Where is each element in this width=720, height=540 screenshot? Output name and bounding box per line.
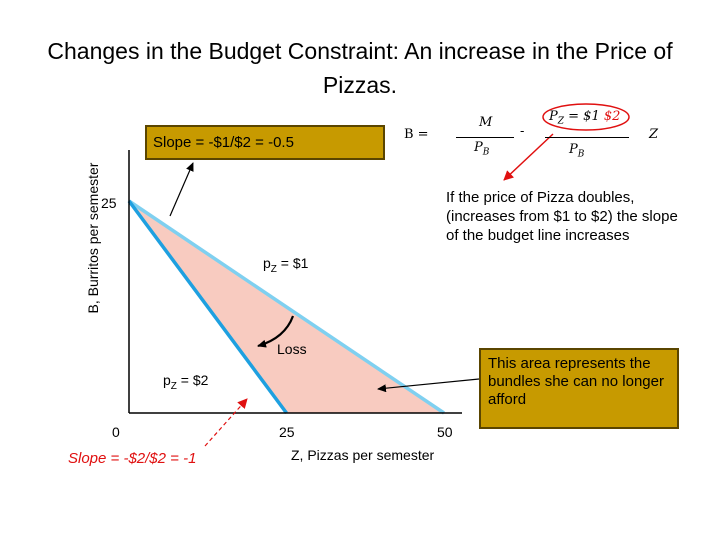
x-tick-50: 50 <box>437 424 453 440</box>
equation-fraction-bar <box>456 137 514 138</box>
equation-variable: Z <box>649 127 659 142</box>
equation-numerator: M <box>479 115 493 130</box>
equation-lhs: B = <box>404 127 429 142</box>
equation-denominator: PB <box>474 140 490 158</box>
x-axis-label: Z, Pizzas per semester <box>291 447 435 463</box>
price-highlight-oval <box>542 103 630 131</box>
equation-price-pizza: PZ = $1 $2 <box>549 109 621 127</box>
red-slope-pointer <box>204 398 248 447</box>
slope-box-pointer <box>169 162 194 217</box>
loss-label: Loss <box>277 341 307 357</box>
y-tick-25: 25 <box>101 195 117 211</box>
slide-title: Changes in the Budget Constraint: An inc… <box>47 38 673 98</box>
x-tick-25: 25 <box>279 424 295 440</box>
price-note: If the price of Pizza doubles, (increase… <box>446 189 678 244</box>
new-slope-label: Slope = -$2/$2 = -1 <box>68 450 197 467</box>
new-price-label: pZ = $2 <box>163 372 209 392</box>
equation-denominator-2: PB <box>569 142 585 160</box>
area-box: This area represents the bundles she can… <box>479 348 679 429</box>
budget-line-new <box>127 199 288 415</box>
equation-fraction-bar-2 <box>545 137 629 138</box>
budget-line-old <box>128 199 445 415</box>
equation-minus: - <box>520 124 525 139</box>
price-change-pointer <box>503 133 554 181</box>
area-box-pointer <box>377 378 480 393</box>
slope-box: Slope = -$1/$2 = -0.5 <box>145 125 385 160</box>
old-price-label: pZ = $1 <box>263 255 309 275</box>
loss-arrow <box>257 315 295 348</box>
y-axis-label: B, Burritos per semester <box>85 162 101 314</box>
x-tick-0: 0 <box>112 424 120 440</box>
